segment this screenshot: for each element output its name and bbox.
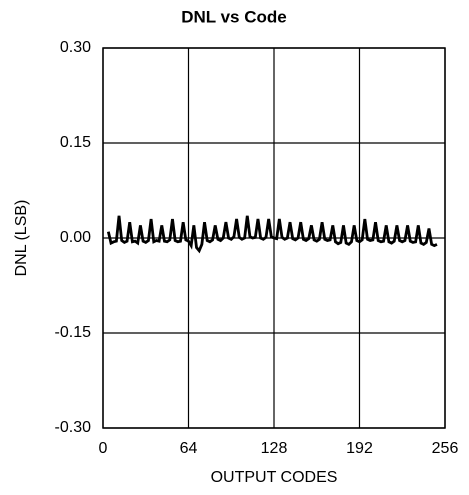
chart-title: DNL vs Code bbox=[181, 7, 287, 26]
y-axis-label: DNL (LSB) bbox=[13, 200, 30, 277]
y-tick-label: -0.30 bbox=[55, 419, 92, 436]
x-axis-label: OUTPUT CODES bbox=[211, 469, 338, 486]
x-tick-label: 128 bbox=[261, 440, 288, 457]
x-tick-label: 192 bbox=[346, 440, 373, 457]
y-tick-label: -0.15 bbox=[55, 324, 92, 341]
y-tick-label: 0.00 bbox=[60, 229, 91, 246]
y-tick-label: 0.15 bbox=[60, 134, 91, 151]
x-tick-label: 0 bbox=[99, 440, 108, 457]
y-tick-label: 0.30 bbox=[60, 39, 91, 56]
x-tick-label: 64 bbox=[180, 440, 198, 457]
data-line bbox=[106, 215, 438, 254]
x-tick-label: 256 bbox=[432, 440, 459, 457]
